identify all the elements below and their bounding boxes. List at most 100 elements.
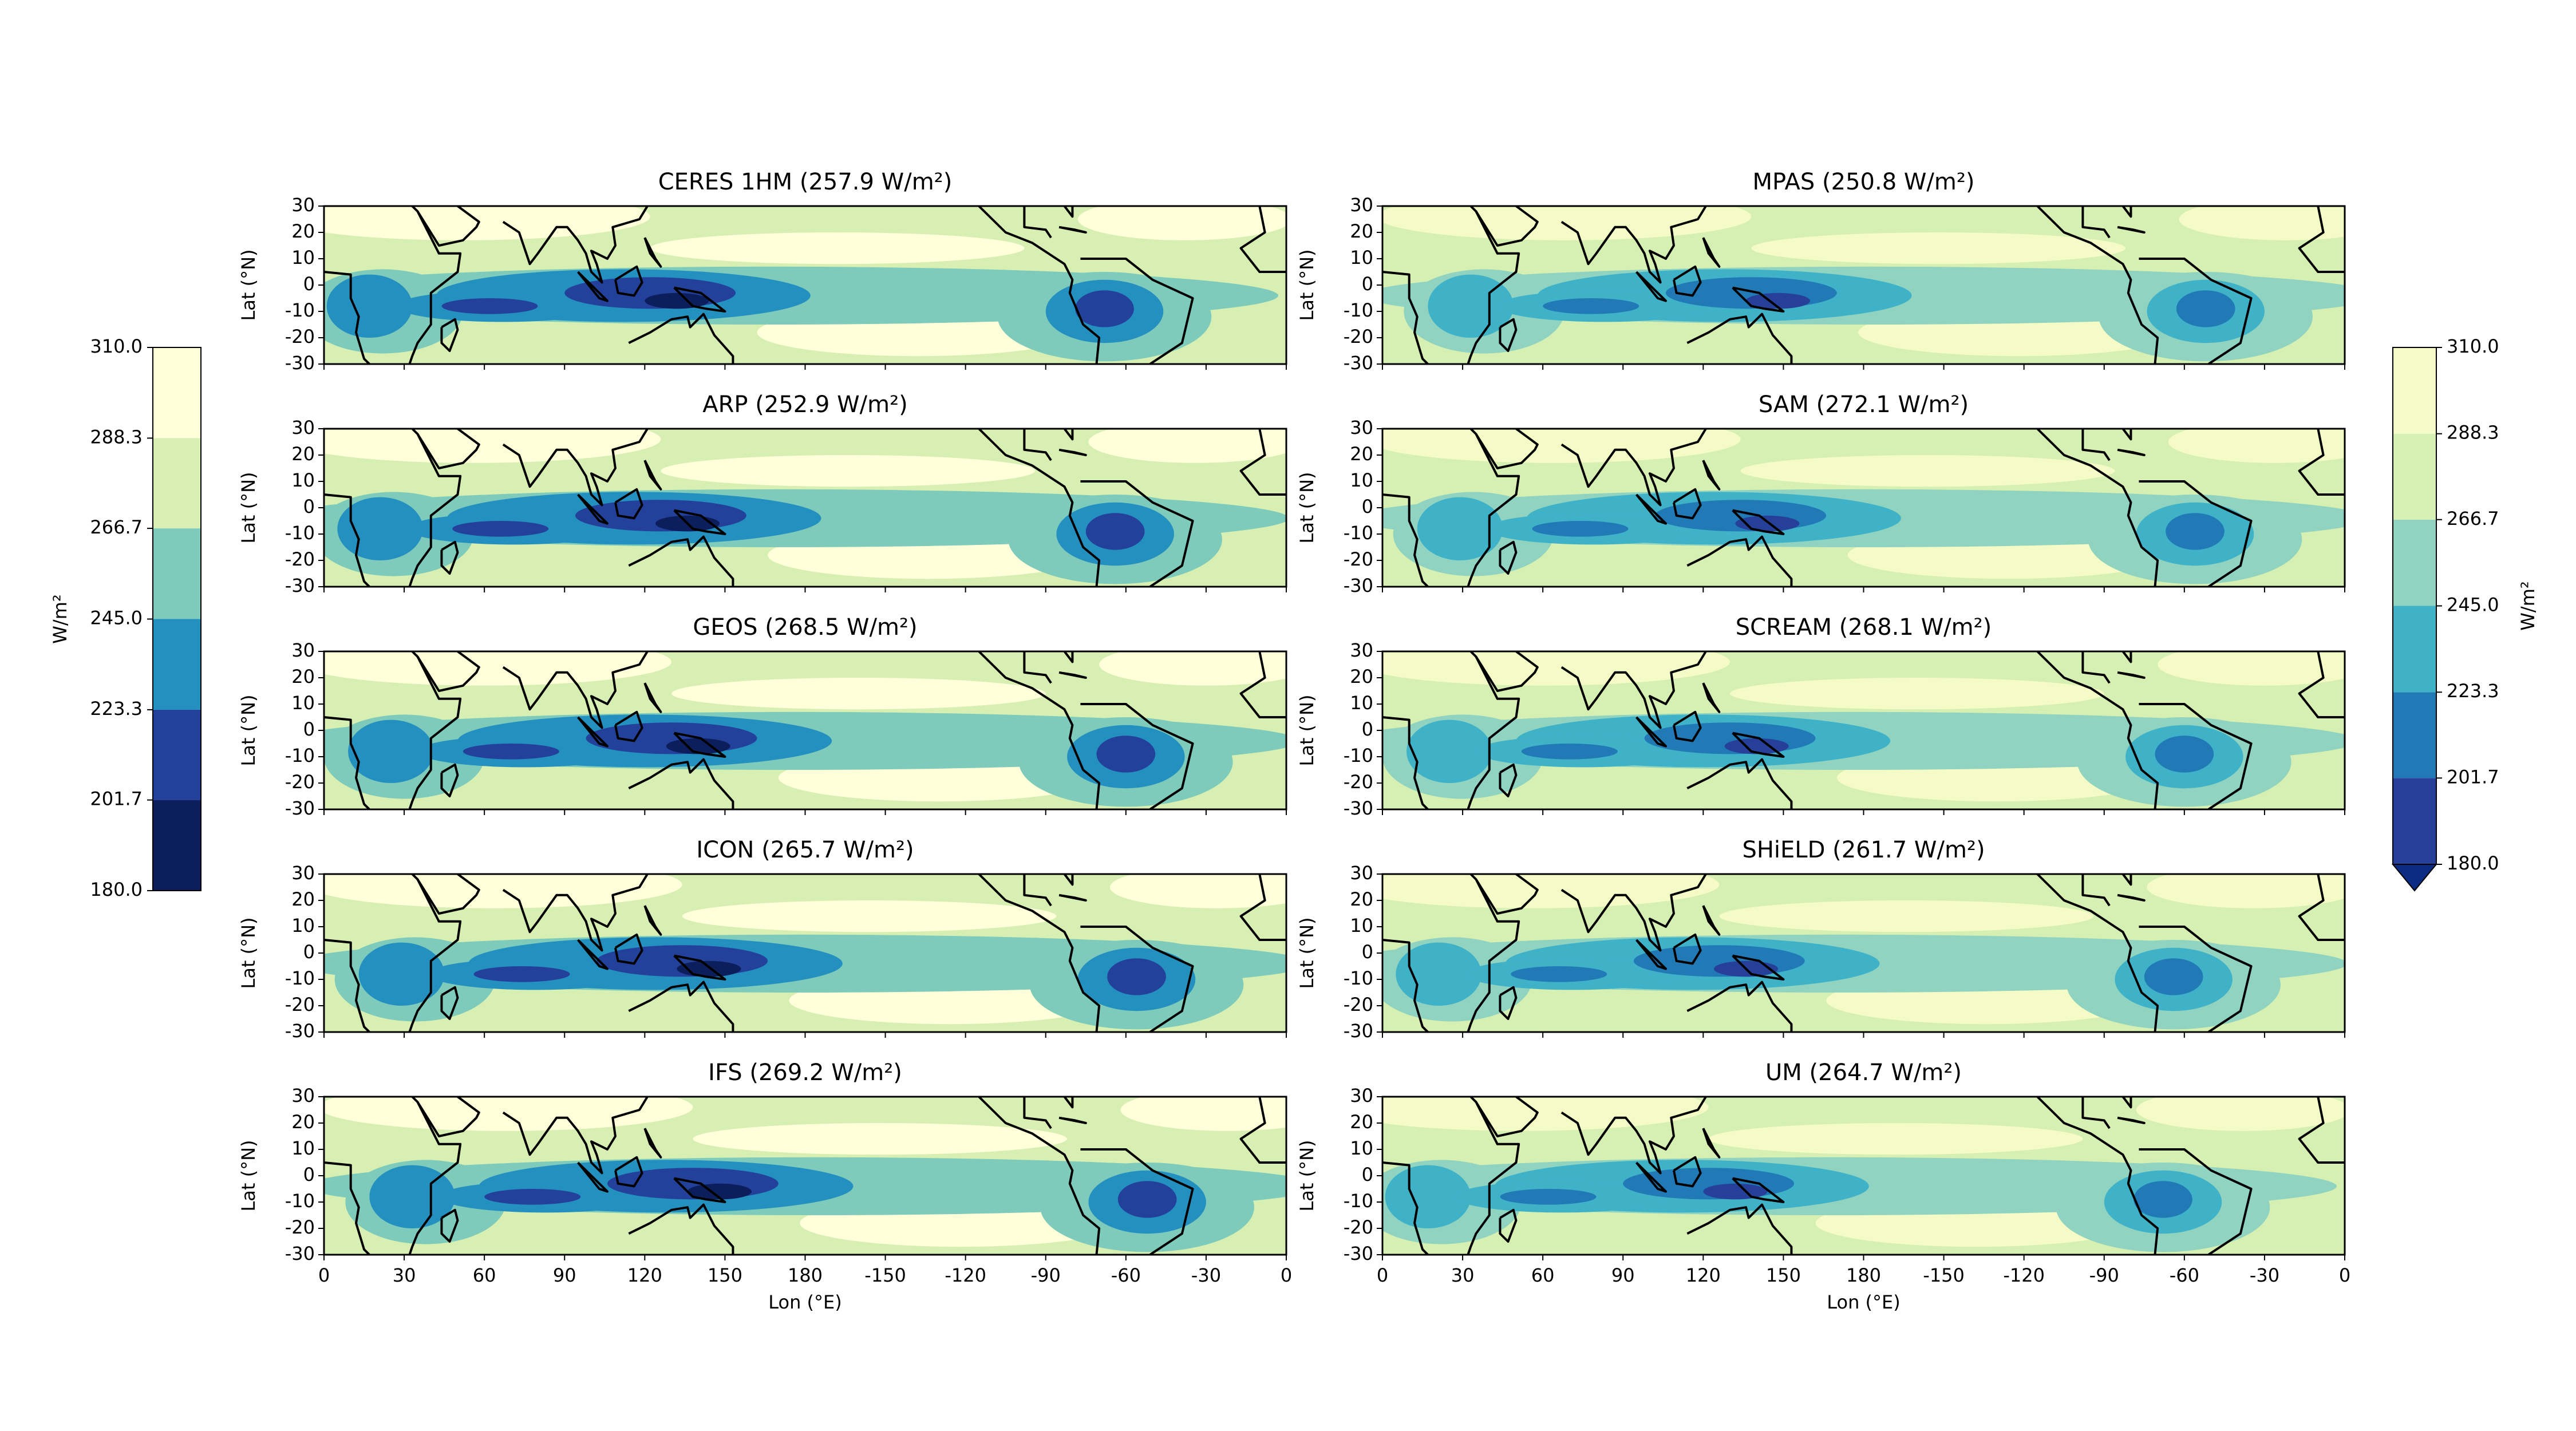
map-field bbox=[324, 874, 1286, 1032]
coastline bbox=[643, 682, 662, 713]
coastline bbox=[2036, 1097, 2159, 1255]
field-contour bbox=[441, 298, 538, 314]
field-contour bbox=[1500, 1189, 1597, 1205]
coastline bbox=[2081, 874, 2111, 907]
coastline bbox=[2036, 206, 2159, 364]
field-contour bbox=[1075, 290, 1134, 327]
field-contour bbox=[1511, 966, 1607, 982]
field-contour bbox=[1120, 1097, 1286, 1131]
coastline bbox=[408, 429, 462, 587]
coastline bbox=[1499, 986, 1518, 1020]
coastline bbox=[1702, 682, 1721, 713]
coastline bbox=[1702, 1128, 1721, 1159]
coastline bbox=[628, 1203, 734, 1255]
y-tick-label: 0 bbox=[1362, 941, 1373, 963]
coastline bbox=[1635, 716, 1667, 748]
coastline bbox=[1382, 716, 1429, 809]
y-tick-label: 10 bbox=[291, 469, 315, 491]
field-contour bbox=[1532, 521, 1629, 537]
x-tick-label: 30 bbox=[1451, 1264, 1475, 1286]
x-tick-label: 30 bbox=[393, 1264, 416, 1286]
x-tick-label: -150 bbox=[1923, 1264, 1965, 1286]
coastline bbox=[1635, 271, 1667, 302]
y-tick-label: -10 bbox=[285, 1190, 315, 1212]
y-tick-label: -30 bbox=[1344, 352, 1373, 374]
colorbar-tick-label: 180.0 bbox=[2447, 852, 2499, 874]
coastline bbox=[2139, 258, 2253, 364]
coastline bbox=[1239, 651, 1286, 718]
x-tick-label: 0 bbox=[318, 1264, 330, 1286]
field-contour bbox=[484, 1189, 581, 1205]
y-axis-label: Lat (°N) bbox=[1296, 1140, 1318, 1211]
y-tick-label: -30 bbox=[285, 797, 315, 819]
coastline bbox=[1063, 429, 1074, 441]
coastline bbox=[577, 271, 609, 302]
coastline bbox=[1239, 429, 1286, 496]
coastline bbox=[1673, 933, 1702, 965]
colorbar-tick-label: 201.7 bbox=[2447, 766, 2499, 788]
colorbar-tick-label: 310.0 bbox=[2447, 335, 2499, 357]
coastline bbox=[2117, 894, 2146, 902]
field-contour bbox=[324, 651, 671, 686]
coastline bbox=[1023, 874, 1052, 907]
map-field bbox=[1382, 429, 2345, 587]
coastline bbox=[1499, 763, 1518, 797]
coastline bbox=[2117, 1116, 2146, 1124]
coastline bbox=[416, 1097, 480, 1137]
field-contour bbox=[1385, 1165, 1471, 1228]
coastline bbox=[1475, 206, 1539, 247]
field-contour bbox=[1117, 1181, 1177, 1218]
y-axis-label: Lat (°N) bbox=[238, 472, 259, 543]
panel-title: MPAS (250.8 W/m²) bbox=[1752, 169, 1974, 195]
coastline bbox=[2036, 429, 2159, 587]
coastline bbox=[1499, 318, 1518, 352]
y-tick-label: 0 bbox=[1362, 273, 1373, 295]
coastline bbox=[2081, 1097, 2111, 1129]
coastline bbox=[1673, 488, 1702, 520]
coastline bbox=[1732, 286, 1785, 313]
coastline bbox=[1702, 460, 1721, 491]
y-tick-label: -10 bbox=[1344, 1190, 1373, 1212]
panel-title: UM (264.7 W/m²) bbox=[1765, 1060, 1962, 1086]
y-tick-label: 20 bbox=[1350, 888, 1373, 910]
coastline bbox=[502, 651, 649, 729]
y-tick-label: -30 bbox=[285, 575, 315, 596]
x-tick-label: 60 bbox=[1531, 1264, 1555, 1286]
coastline bbox=[1475, 1097, 1539, 1137]
colorbar-bin bbox=[153, 347, 201, 438]
field-contour bbox=[1109, 874, 1286, 908]
coastline bbox=[643, 1128, 662, 1159]
coastline bbox=[2121, 429, 2132, 441]
y-tick-label: 30 bbox=[1350, 862, 1373, 884]
coastline bbox=[1023, 1097, 1052, 1129]
coastline bbox=[2298, 874, 2345, 941]
coastline bbox=[1382, 271, 1429, 364]
field-contour bbox=[2166, 513, 2225, 550]
coastline bbox=[1239, 1097, 1286, 1164]
map-field bbox=[1382, 874, 2345, 1032]
x-tick-label: -120 bbox=[945, 1264, 986, 1286]
coastline bbox=[2121, 1097, 2132, 1109]
y-tick-label: 0 bbox=[1362, 496, 1373, 517]
map-field bbox=[1382, 1097, 2345, 1255]
map-field bbox=[1382, 651, 2345, 809]
coastline bbox=[1023, 651, 1052, 684]
panel-title: ICON (265.7 W/m²) bbox=[696, 837, 914, 863]
coastline bbox=[1382, 493, 1429, 587]
coastline bbox=[1239, 206, 1286, 273]
y-tick-label: 10 bbox=[291, 692, 315, 714]
coastline bbox=[2081, 651, 2111, 684]
y-tick-label: -20 bbox=[1344, 326, 1373, 347]
x-tick-label: -30 bbox=[2250, 1264, 2279, 1286]
field-contour bbox=[326, 274, 413, 338]
field-contour bbox=[452, 521, 549, 537]
y-tick-label: 30 bbox=[1350, 417, 1373, 438]
colorbar-tick-label: 223.3 bbox=[2447, 680, 2499, 702]
field-contour bbox=[1382, 874, 1720, 908]
y-tick-label: -30 bbox=[1344, 1243, 1373, 1264]
coastline bbox=[673, 509, 726, 535]
coastline bbox=[1673, 1156, 1702, 1188]
coastline bbox=[1686, 1203, 1793, 1255]
field-contour bbox=[693, 1123, 1068, 1155]
y-tick-label: 10 bbox=[1350, 247, 1373, 268]
